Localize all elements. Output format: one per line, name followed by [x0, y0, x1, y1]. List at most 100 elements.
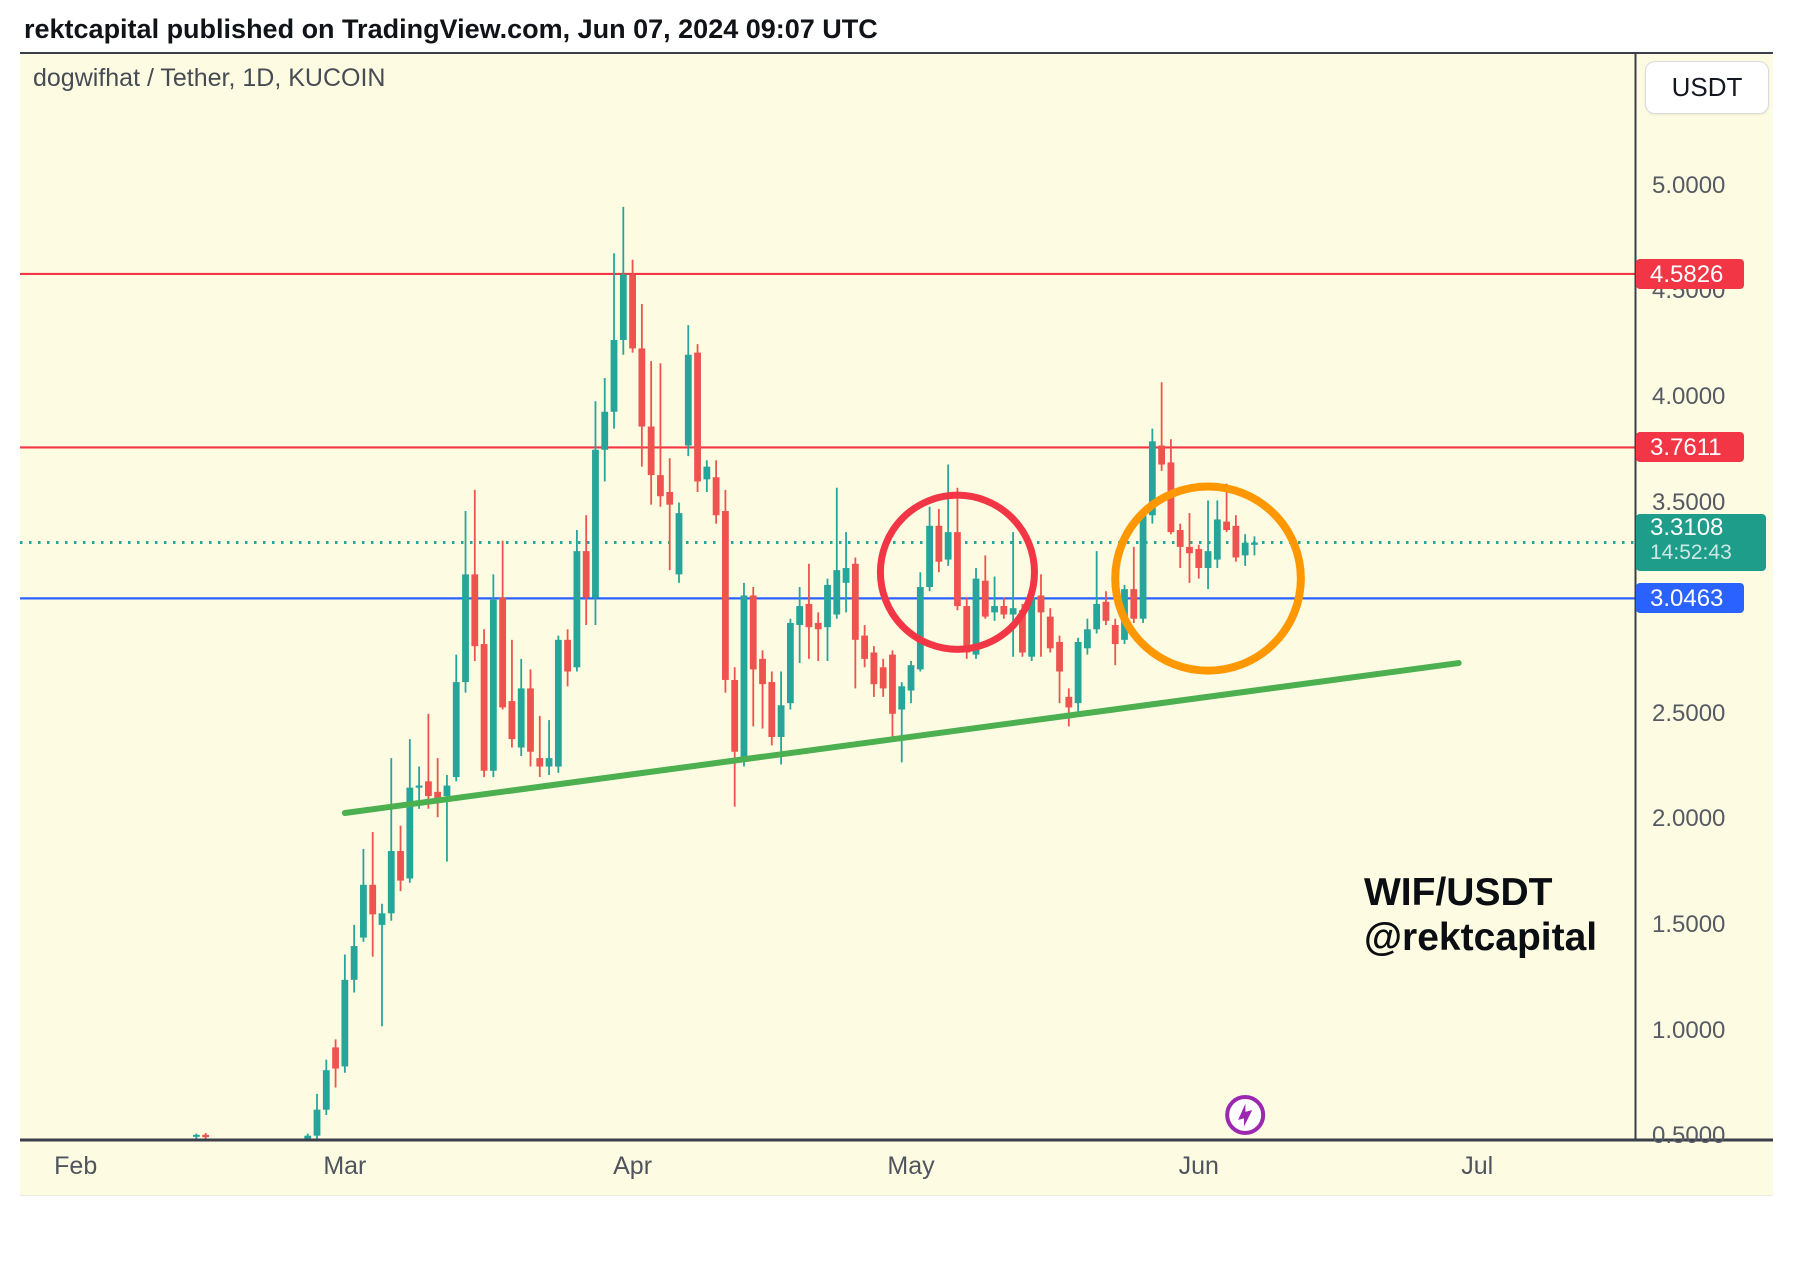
candle [916, 572, 924, 672]
candle [870, 646, 878, 697]
currency-toggle-button[interactable]: USDT [1645, 61, 1769, 114]
candle [1056, 635, 1063, 704]
candle [768, 671, 776, 746]
candle [573, 530, 581, 672]
candle [638, 304, 646, 467]
candle [944, 464, 952, 566]
candle [629, 259, 636, 353]
candle [360, 848, 367, 942]
price-tick-label: 2.0000 [1652, 805, 1726, 833]
footer: TradingView [0, 1196, 1794, 1266]
price-tick-label: 1.0000 [1652, 1016, 1726, 1044]
candle [1213, 500, 1221, 569]
candle [991, 576, 998, 621]
candle [1176, 523, 1184, 569]
candle [1083, 618, 1091, 655]
red-circle[interactable] [876, 491, 1038, 653]
candle [1186, 513, 1193, 583]
price-tick-label: 1.5000 [1652, 910, 1726, 938]
lightning-icon[interactable] [1225, 1094, 1266, 1135]
candle [1195, 544, 1203, 579]
candle [1241, 534, 1249, 566]
symbol-title: dogwifhat / Tether, 1D, KUCOIN [33, 64, 386, 92]
time-tick-label-mar: Mar [323, 1152, 367, 1180]
candle [777, 671, 785, 765]
candle [341, 954, 349, 1073]
candle [527, 669, 534, 767]
candle [879, 658, 887, 697]
time-tick-label-jun: Jun [1178, 1152, 1219, 1180]
candle [1037, 574, 1045, 657]
candle [406, 739, 414, 883]
candle [786, 618, 794, 710]
candle [935, 508, 943, 573]
candle [981, 555, 989, 619]
resistance-upper-badge: 4.5826 [1636, 258, 1744, 289]
candlestick-series [192, 206, 1258, 1141]
candle [851, 557, 859, 689]
candle [1232, 515, 1240, 562]
publish-header: rektcapital published on TradingView.com… [24, 14, 878, 44]
candle [1065, 688, 1073, 727]
candle [657, 363, 664, 507]
candle [712, 460, 720, 524]
candle [842, 532, 850, 613]
candle [554, 635, 562, 773]
candle [954, 487, 961, 611]
candle [861, 625, 869, 668]
candle [1028, 595, 1036, 661]
candle [926, 506, 933, 592]
candle [759, 650, 766, 729]
candle [499, 540, 507, 710]
time-tick-label-jul: Jul [1461, 1152, 1494, 1180]
support-blue-badge: 3.0463 [1636, 583, 1744, 614]
price-tick-label: 4.0000 [1652, 382, 1726, 410]
candle [332, 1039, 339, 1088]
candle [1130, 546, 1138, 623]
time-tick-label-apr: Apr [613, 1152, 653, 1180]
candle [378, 903, 386, 1027]
candle [601, 377, 609, 482]
candle [517, 658, 525, 756]
candle [796, 587, 804, 664]
green-trendline[interactable] [341, 660, 1462, 816]
candle [1158, 382, 1166, 471]
candle [313, 1093, 321, 1140]
candle [740, 582, 748, 767]
price-tick-label: 5.0000 [1652, 171, 1726, 199]
candle [434, 758, 442, 818]
candle [675, 502, 683, 583]
candle [684, 325, 692, 457]
last-price-badge: 3.3108 14:52:43 [1636, 514, 1766, 572]
candle [1102, 591, 1110, 626]
candle [192, 1133, 200, 1140]
candle [582, 515, 590, 626]
candle [647, 361, 655, 505]
candle [322, 1059, 330, 1115]
candle [666, 458, 674, 571]
watermark-symbol: WIF/USDT [1364, 871, 1553, 914]
candle [749, 587, 757, 727]
candle [1046, 608, 1054, 653]
candle [1167, 439, 1175, 535]
candle [489, 574, 497, 778]
candle [443, 774, 451, 862]
price-tick-label: 0.5000 [1652, 1122, 1726, 1150]
candle [610, 253, 618, 429]
candle [452, 654, 460, 782]
resistance-lower-badge: 3.7611 [1636, 432, 1744, 463]
candle [545, 720, 553, 775]
candle [1139, 508, 1147, 623]
candle [462, 511, 469, 693]
candle [508, 639, 516, 748]
candle [592, 401, 599, 626]
last-price-value: 3.3108 [1650, 514, 1724, 542]
candle [397, 825, 404, 892]
candle [471, 489, 479, 661]
time-tick-label-feb: Feb [54, 1152, 98, 1180]
candle [1000, 597, 1008, 619]
watermark-handle: @rektcapital [1364, 916, 1598, 959]
orange-circle[interactable] [1111, 482, 1305, 675]
candle [1074, 637, 1082, 714]
